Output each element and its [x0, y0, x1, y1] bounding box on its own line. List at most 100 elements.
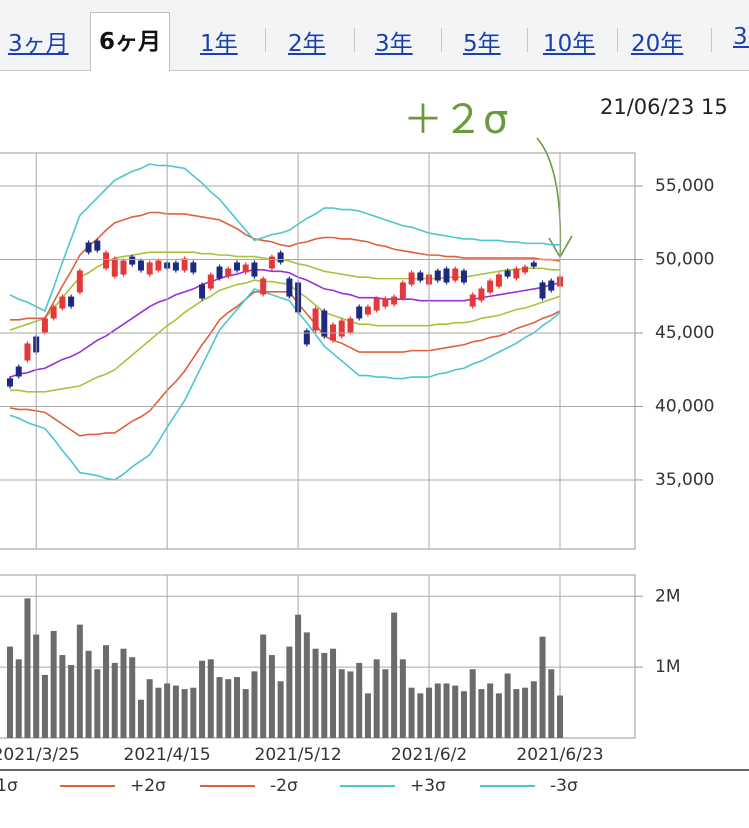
band-line [10, 279, 561, 393]
volume-bar [495, 693, 502, 738]
candle-body [469, 294, 476, 307]
volume-bar [233, 677, 240, 738]
separator [617, 28, 618, 52]
volume-bar [68, 665, 75, 738]
candle-body [59, 296, 66, 309]
candle-body [268, 256, 275, 269]
volume-bar [225, 679, 232, 738]
band-line [9, 287, 561, 481]
volume-bar [216, 677, 223, 738]
volume-bar [303, 632, 310, 738]
volume-bar [295, 614, 302, 738]
volume-bar [321, 652, 328, 738]
volume-bar [330, 648, 337, 738]
volume-bar [338, 669, 345, 738]
candle-body [172, 262, 179, 271]
band-line [9, 291, 561, 437]
volume-bar [522, 687, 529, 738]
separator [711, 28, 712, 52]
volume-bar [443, 683, 450, 738]
candle-body [225, 268, 232, 277]
candle-body [103, 252, 110, 269]
candle-body [76, 270, 83, 293]
x-tick-label: 2021/4/15 [124, 745, 211, 765]
candle-body [356, 306, 363, 319]
volume-bar [85, 650, 92, 738]
volume-bar [251, 671, 258, 738]
volume-bar [7, 646, 13, 738]
tab[interactable]: 2年 [288, 31, 326, 57]
volume-bar [120, 648, 127, 738]
volume-bar [15, 659, 22, 738]
volume-bar [33, 634, 40, 738]
timestamp: 21/06/23 15 [600, 95, 728, 119]
legend-label: +2σ [130, 776, 166, 796]
candle-body [260, 278, 267, 295]
volume-bar [469, 669, 476, 738]
tab[interactable]: 5年 [463, 31, 501, 57]
tab[interactable]: 1年 [200, 31, 238, 57]
candle-body [417, 272, 424, 281]
plot-frame [0, 152, 636, 550]
volume-bar [76, 624, 83, 738]
volume-bar [103, 645, 110, 738]
volume-bar [530, 681, 537, 738]
volume-bar [59, 655, 66, 738]
volume-bar [364, 693, 371, 738]
candle-body [190, 262, 197, 273]
candle-body [199, 284, 206, 299]
candle-body [382, 298, 389, 307]
candle-body [233, 262, 240, 271]
y-tick-label: 45,000 [655, 323, 714, 343]
band-line [9, 163, 560, 313]
y-tick-label: 35,000 [655, 470, 714, 490]
volume-bar [207, 659, 214, 738]
candle-body [242, 264, 249, 273]
band-line [10, 211, 561, 321]
annotation: ＋２σ [403, 97, 508, 143]
candle-body [513, 268, 520, 279]
volume-bar [181, 689, 188, 738]
volume-bar [146, 679, 153, 738]
volume-bar [24, 598, 31, 738]
candle-body [522, 266, 529, 273]
volume-bar [347, 671, 354, 738]
tab[interactable]: 20年 [631, 31, 684, 57]
volume-bar [268, 655, 275, 738]
candle-body [399, 282, 406, 299]
candle-body [347, 318, 354, 333]
volume-bar [129, 657, 136, 738]
volume-bar [417, 693, 424, 738]
tab[interactable]: 30 [733, 24, 749, 50]
y-tick-label: 2M [655, 586, 680, 606]
separator [527, 28, 528, 52]
tab-bar: 3ヶ月 6ヶ月 1年 2年 3年 5年 10年 20年 30 [0, 0, 749, 71]
legend-label: -3σ [550, 776, 578, 796]
candle-body [286, 278, 293, 297]
candle-body [24, 343, 31, 361]
volume-bar [155, 687, 162, 738]
volume-bar [356, 662, 363, 738]
separator [354, 28, 355, 52]
tab[interactable]: 3年 [375, 31, 413, 57]
candle-body [338, 320, 345, 337]
tab[interactable]: 10年 [543, 31, 596, 57]
legend-label: -1σ [0, 776, 18, 796]
volume-bar [172, 685, 179, 738]
volume-bar [190, 687, 197, 738]
volume-bar [408, 687, 415, 738]
volume-bar [111, 662, 118, 738]
candle-body [452, 268, 459, 281]
tab[interactable]: 3ヶ月 [8, 31, 69, 57]
volume-bar [373, 659, 380, 738]
candle-body [120, 260, 127, 275]
candle-body [408, 272, 415, 285]
volume-bar [242, 689, 249, 738]
candle-body [303, 330, 310, 345]
y-tick-label: 40,000 [655, 396, 714, 416]
candle-body [137, 260, 144, 271]
candle-body [181, 258, 188, 271]
candle-body [443, 268, 450, 283]
candle-body [460, 270, 467, 283]
